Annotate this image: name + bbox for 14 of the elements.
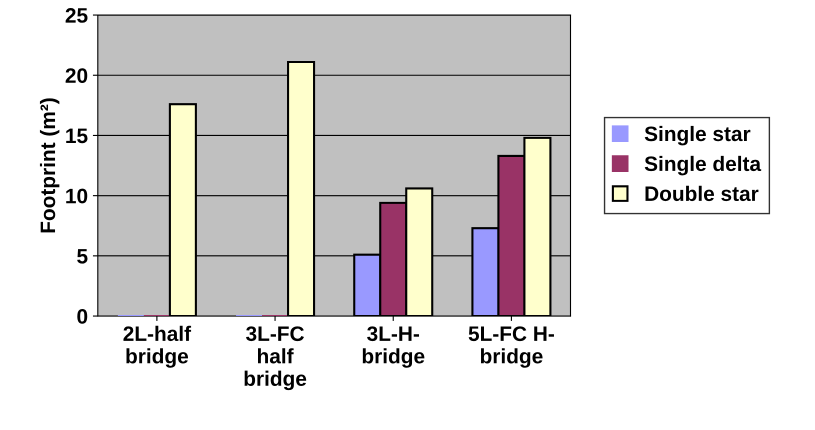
x-tick-label: 3L-H- bridge [362, 326, 424, 368]
legend-label: Single delta [644, 156, 762, 176]
legend-label: Single star [644, 126, 750, 146]
y-tick-label: 10 [66, 188, 88, 204]
y-tick-label: 0 [77, 309, 88, 324]
y-axis-title: Footprint (m²) [40, 98, 60, 232]
x-tick-label: 3L-FC half bridge [244, 326, 306, 390]
legend-label: Double star [646, 186, 758, 202]
y-tick-label: 5 [77, 249, 88, 264]
y-tick-label: 20 [66, 68, 88, 84]
x-tick-label: 5L-FC H- bridge [468, 326, 554, 368]
y-tick-label: 25 [66, 8, 88, 23]
y-tick-label: 15 [66, 128, 88, 144]
x-tick-label: 2L-half bridge [123, 326, 192, 368]
